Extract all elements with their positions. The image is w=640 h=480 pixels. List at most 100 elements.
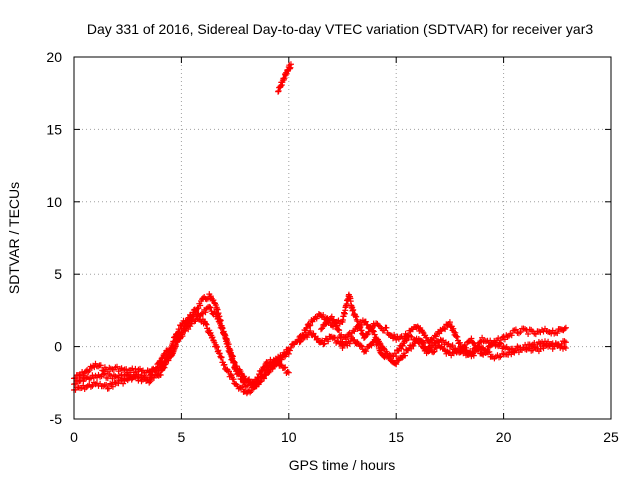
data-point-marker	[99, 367, 106, 374]
data-point-marker	[230, 376, 237, 383]
data-point-marker	[321, 340, 328, 347]
data-point-marker	[227, 371, 234, 378]
data-point-marker	[133, 372, 140, 379]
data-point-marker	[300, 334, 307, 341]
data-point-marker	[461, 348, 468, 355]
data-point-marker	[253, 377, 260, 384]
data-point-marker	[174, 339, 181, 346]
data-point-marker	[103, 381, 110, 388]
data-point-marker	[525, 331, 532, 337]
data-point-marker	[179, 333, 186, 340]
ticks: 0 5 10 15 20 25 -5 0 5 10 15 20	[46, 49, 619, 445]
data-point-marker	[512, 326, 519, 333]
series-track-E	[318, 313, 569, 368]
data-point-marker	[347, 333, 354, 340]
data-point-marker	[209, 334, 216, 341]
data-point-marker	[336, 327, 343, 334]
data-point-marker	[332, 334, 338, 341]
data-point-marker	[284, 368, 291, 375]
data-point-marker	[220, 328, 227, 335]
data-point-marker	[344, 334, 351, 340]
data-point-marker	[437, 336, 444, 343]
data-point-marker	[486, 348, 493, 355]
data-point-marker	[310, 330, 317, 337]
chart-title: Day 331 of 2016, Sidereal Day-to-day VTE…	[87, 21, 593, 37]
data-point-marker	[87, 375, 94, 382]
data-point-marker	[431, 348, 438, 355]
data-point-marker	[146, 379, 153, 386]
data-point-marker	[371, 331, 378, 338]
y-tick-label: 15	[46, 121, 62, 137]
data-point-marker	[468, 335, 475, 342]
x-tick-label: 5	[178, 429, 186, 445]
data-point-marker	[161, 364, 168, 371]
data-point-marker	[238, 384, 245, 391]
data-point-marker	[105, 385, 112, 392]
data-point-marker	[296, 339, 303, 346]
data-point-marker	[440, 346, 447, 353]
data-point-marker	[380, 345, 387, 352]
data-point-marker	[449, 342, 456, 349]
data-point-marker	[446, 319, 453, 326]
data-point-marker	[393, 336, 400, 343]
data-point-marker	[479, 334, 486, 341]
data-point-marker	[287, 61, 294, 68]
data-point-marker	[277, 361, 284, 368]
data-point-marker	[393, 353, 400, 360]
data-point-marker	[393, 361, 400, 368]
x-axis-label: GPS time / hours	[289, 457, 396, 473]
data-point-marker	[109, 383, 116, 390]
data-point-marker	[418, 339, 425, 346]
data-point-marker	[89, 382, 96, 389]
data-point-marker	[351, 337, 358, 343]
series-track-C	[71, 303, 292, 390]
data-point-marker	[260, 374, 267, 381]
x-tick-label: 10	[281, 429, 297, 445]
data-point-marker	[202, 320, 209, 327]
y-tick-label: 5	[54, 266, 62, 282]
y-tick-label: 20	[46, 49, 62, 65]
data-point-marker	[470, 352, 477, 359]
data-point-marker	[357, 342, 364, 349]
series-track-F	[275, 61, 294, 95]
data-point-marker	[430, 349, 437, 356]
data-point-marker	[361, 335, 367, 341]
data-point-marker	[454, 333, 461, 340]
y-tick-label: 10	[46, 194, 62, 210]
data-point-marker	[255, 374, 262, 381]
data-point-marker	[197, 302, 204, 309]
data-point-marker	[549, 327, 556, 334]
data-point-marker	[368, 342, 375, 349]
data-point-marker	[350, 306, 357, 313]
data-point-marker	[282, 351, 289, 357]
data-point-marker	[297, 338, 304, 345]
data-point-marker	[221, 361, 228, 368]
data-point-marker	[123, 366, 130, 373]
data-point-marker	[239, 376, 246, 383]
data-point-marker	[562, 324, 569, 331]
data-point-marker	[354, 325, 361, 332]
data-point-marker	[307, 322, 314, 329]
data-point-marker	[363, 348, 370, 355]
data-point-marker	[207, 304, 214, 311]
y-tick-label: -5	[50, 411, 63, 427]
data-point-marker	[72, 375, 79, 381]
data-point-marker	[261, 363, 268, 370]
data-point-marker	[95, 363, 102, 370]
data-point-marker	[307, 328, 314, 334]
data-point-marker	[262, 368, 269, 375]
data-point-marker	[423, 334, 430, 341]
data-point-marker	[157, 372, 164, 378]
data-point-marker	[72, 380, 79, 387]
data-point-marker	[392, 360, 399, 367]
data-point-marker	[444, 322, 451, 329]
data-point-marker	[257, 371, 264, 378]
data-point-marker	[514, 345, 521, 351]
data-point-marker	[261, 364, 267, 371]
data-point-marker	[325, 338, 332, 345]
data-point-marker	[419, 328, 426, 335]
data-point-marker	[210, 297, 217, 304]
data-point-marker	[216, 350, 223, 357]
data-points	[71, 61, 569, 397]
data-point-marker	[554, 330, 561, 337]
